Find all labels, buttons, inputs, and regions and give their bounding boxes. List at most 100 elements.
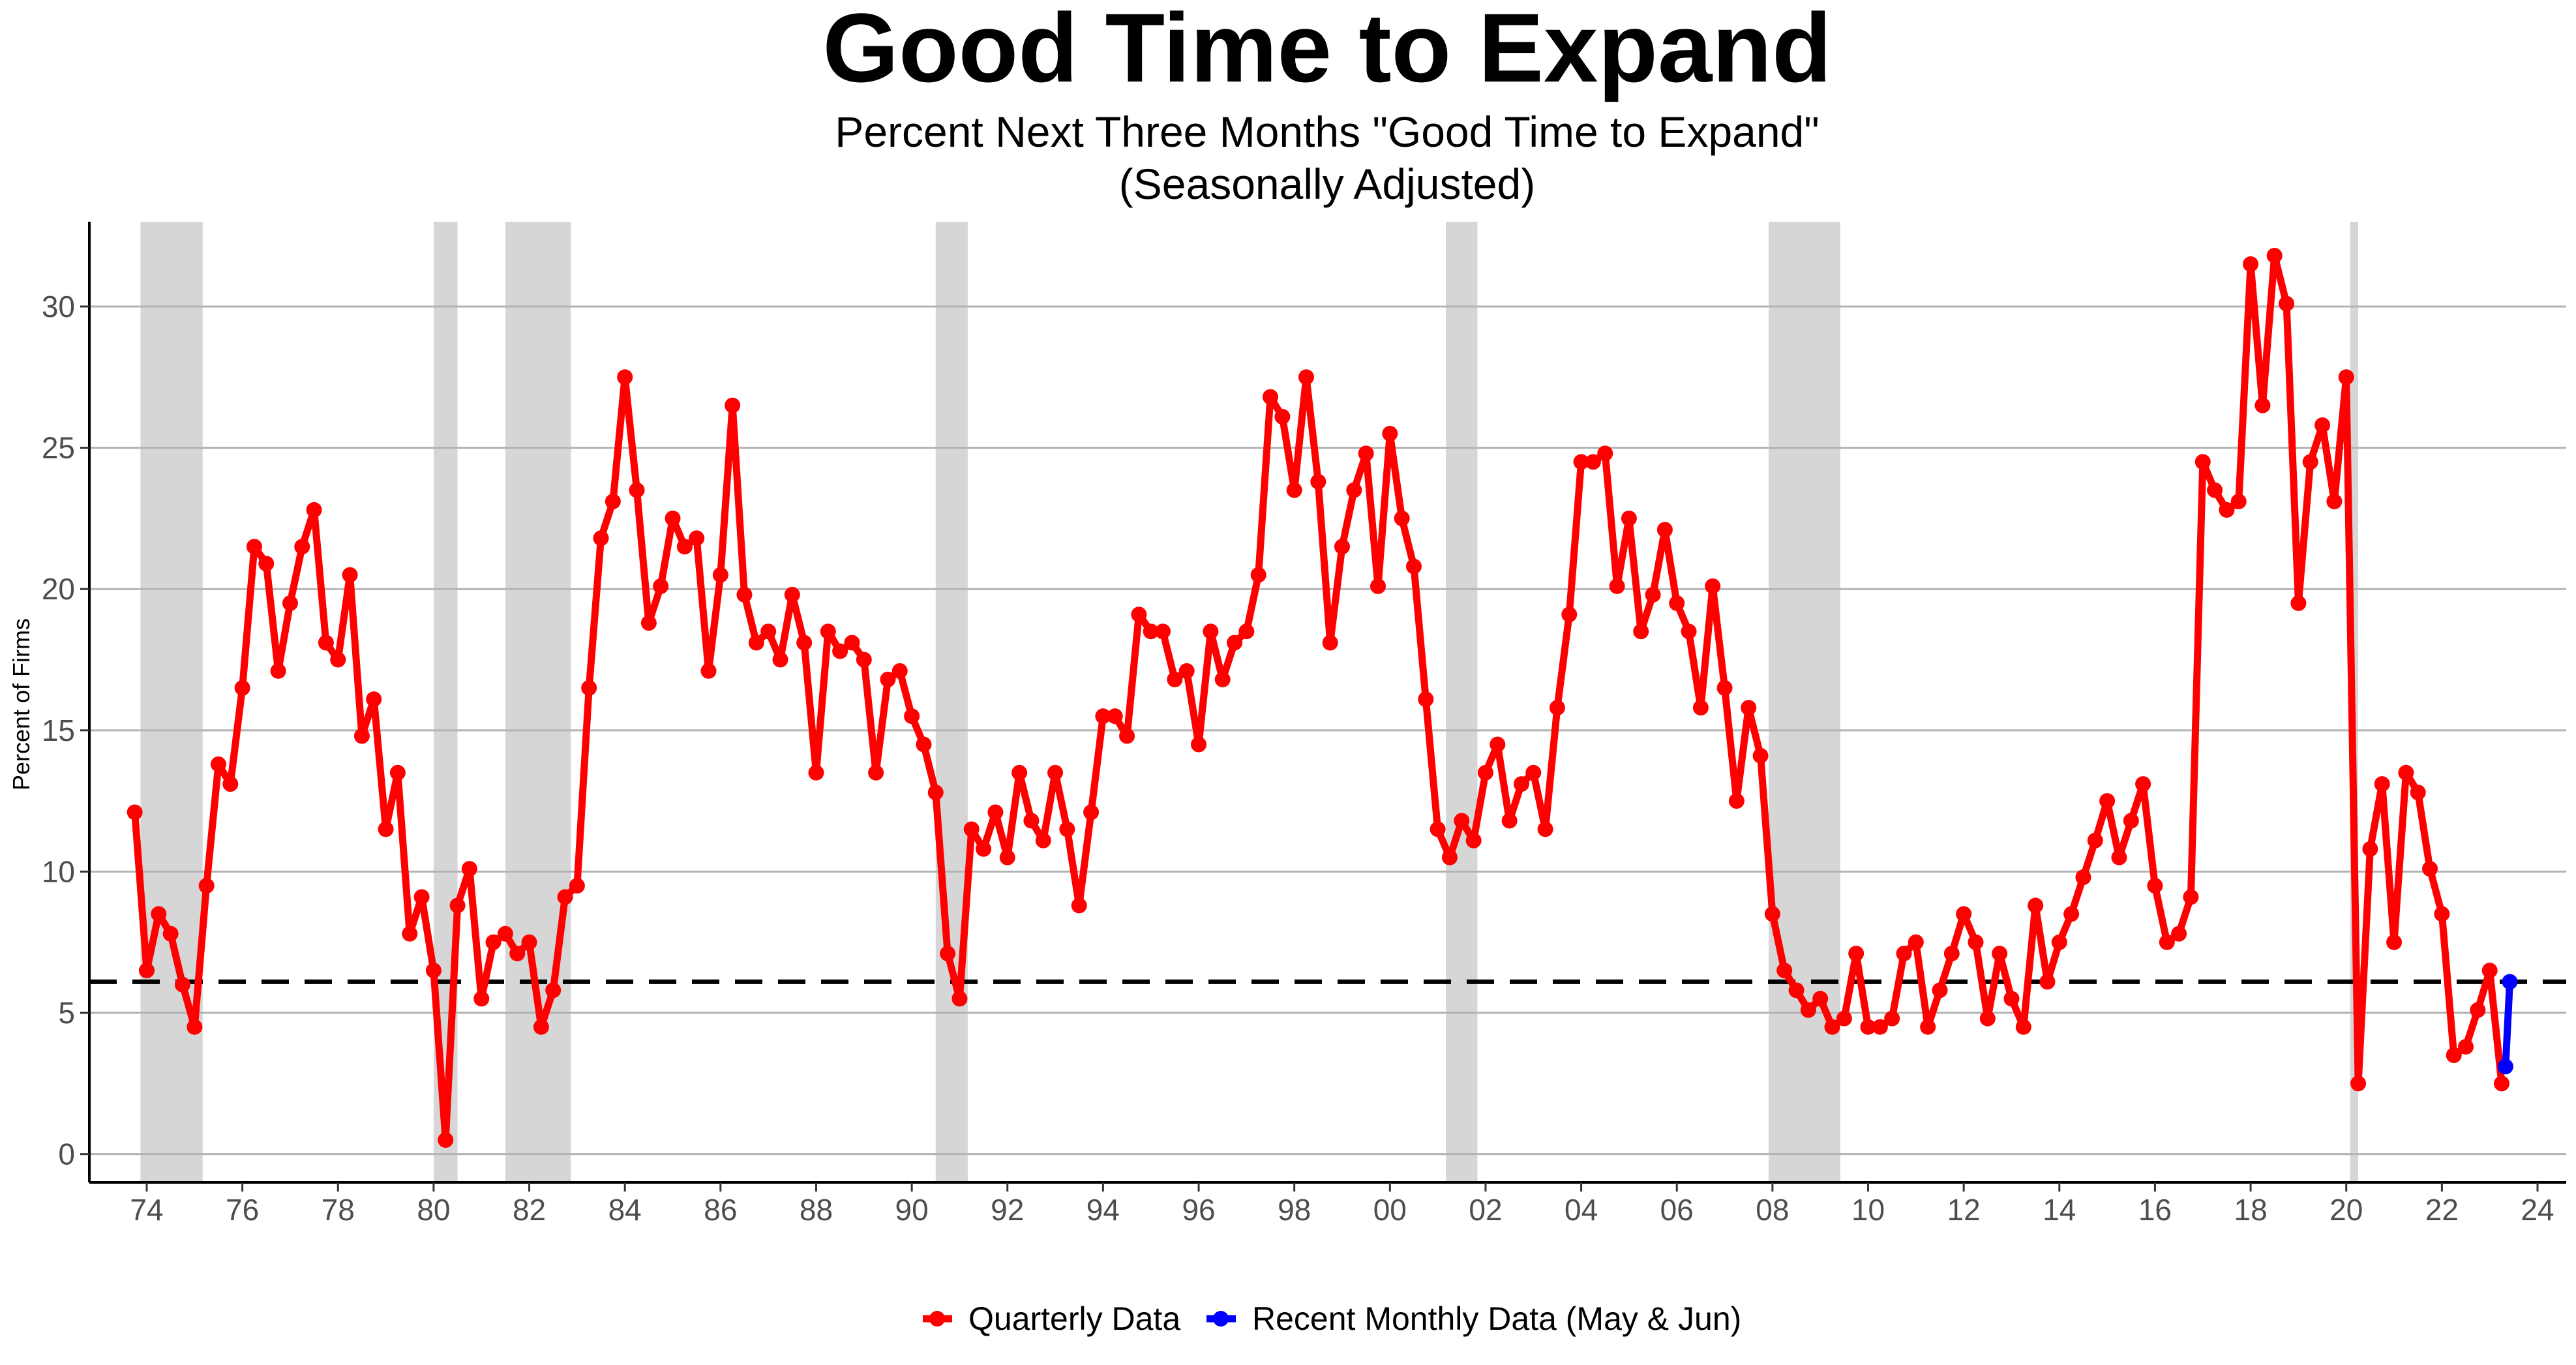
quarterly-point-72 [976, 841, 992, 857]
recession-band-5 [1446, 222, 1478, 1182]
quarterly-point-5 [174, 976, 190, 993]
quarterly-point-60 [832, 643, 848, 659]
quarterly-point-113 [1465, 832, 1482, 848]
quarterly-point-47 [676, 539, 693, 555]
quarterly-point-35 [533, 1019, 549, 1035]
quarterly-point-86 [1143, 623, 1159, 640]
quarterly-point-58 [808, 764, 824, 781]
quarterly-point-141 [1800, 1002, 1816, 1018]
quarterly-point-74 [999, 849, 1015, 865]
quarterly-point-54 [760, 623, 777, 640]
quarterly-point-16 [306, 502, 322, 518]
quarterly-point-32 [497, 925, 513, 942]
quarterly-point-28 [449, 897, 466, 914]
quarterly-point-176 [2219, 502, 2235, 518]
quarterly-point-169 [2135, 776, 2151, 792]
quarterly-point-42 [617, 369, 633, 385]
quarterly-point-20 [353, 728, 370, 744]
y-tick-label-20: 20 [42, 572, 75, 606]
quarterly-point-133 [1705, 578, 1721, 594]
quarterly-point-164 [2075, 869, 2091, 886]
y-tick-label-30: 30 [42, 290, 75, 323]
x-tick-label-94: 94 [1086, 1193, 1120, 1227]
quarterly-point-69 [940, 946, 956, 962]
y-tick-label-5: 5 [58, 996, 75, 1030]
quarterly-point-142 [1812, 991, 1829, 1007]
x-tick-label-12: 12 [1947, 1193, 1981, 1227]
quarterly-point-45 [653, 578, 669, 594]
quarterly-point-171 [2159, 934, 2175, 950]
quarterly-point-78 [1047, 764, 1064, 781]
quarterly-point-191 [2398, 764, 2414, 781]
quarterly-point-53 [748, 635, 764, 651]
quarterly-point-102 [1334, 539, 1350, 555]
quarterly-point-92 [1214, 671, 1231, 687]
quarterly-point-1 [127, 804, 143, 820]
quarterly-point-187 [2350, 1075, 2367, 1092]
legend-label-quarterly: Quarterly Data [968, 1300, 1180, 1337]
quarterly-point-178 [2243, 256, 2259, 272]
quarterly-point-76 [1023, 813, 1040, 829]
quarterly-point-96 [1263, 389, 1279, 405]
chart-subtitle-line1: Percent Next Three Months "Good Time to … [835, 108, 1819, 156]
chart-subtitle-line2: (Seasonally Adjusted) [1119, 160, 1535, 208]
x-tick-label-10: 10 [1851, 1193, 1885, 1227]
quarterly-point-177 [2230, 493, 2247, 509]
quarterly-point-2 [138, 963, 155, 979]
x-tick-label-18: 18 [2234, 1193, 2267, 1227]
quarterly-point-23 [389, 764, 406, 781]
quarterly-point-173 [2183, 889, 2199, 905]
quarterly-point-161 [2039, 974, 2056, 990]
quarterly-point-180 [2266, 247, 2283, 263]
quarterly-point-87 [1155, 623, 1171, 640]
quarterly-point-55 [772, 652, 788, 668]
quarterly-point-110 [1430, 821, 1446, 837]
quarterly-point-160 [2028, 897, 2044, 914]
quarterly-point-163 [2063, 906, 2080, 922]
quarterly-point-79 [1059, 821, 1075, 837]
quarterly-point-126 [1621, 510, 1637, 526]
quarterly-point-82 [1095, 708, 1111, 725]
quarterly-point-144 [1836, 1010, 1852, 1027]
quarterly-point-185 [2326, 493, 2343, 509]
quarterly-point-149 [1896, 946, 1912, 962]
quarterly-point-44 [640, 615, 657, 631]
quarterly-point-195 [2446, 1047, 2462, 1064]
y-tick-label-0: 0 [58, 1137, 75, 1171]
chart-title: Good Time to Expand [822, 0, 1831, 102]
quarterly-point-88 [1167, 671, 1183, 687]
quarterly-point-168 [2123, 813, 2139, 829]
recession-band-4 [935, 222, 968, 1182]
quarterly-point-63 [868, 764, 884, 781]
series-group [127, 247, 2518, 1148]
quarterly-point-26 [425, 963, 442, 979]
quarterly-point-127 [1633, 623, 1649, 640]
quarterly-point-4 [162, 925, 179, 942]
quarterly-point-145 [1848, 946, 1865, 962]
quarterly-point-135 [1728, 793, 1745, 809]
quarterly-point-172 [2171, 925, 2187, 942]
y-tick-label-15: 15 [42, 713, 75, 747]
quarterly-point-116 [1501, 813, 1518, 829]
quarterly-point-179 [2254, 397, 2271, 413]
quarterly-point-123 [1585, 454, 1601, 470]
quarterly-point-31 [485, 934, 502, 950]
quarterly-point-138 [1764, 906, 1780, 922]
quarterly-point-146 [1860, 1019, 1876, 1035]
quarterly-point-128 [1645, 586, 1661, 603]
monthly-point-1 [2497, 1058, 2513, 1075]
recession-bands [140, 222, 2359, 1182]
x-tick-label-86: 86 [704, 1193, 737, 1227]
x-tick-label-06: 06 [1660, 1193, 1694, 1227]
quarterly-point-80 [1071, 897, 1087, 914]
y-axis-title: Percent of Firms [8, 618, 35, 790]
quarterly-point-9 [222, 776, 239, 792]
quarterly-point-181 [2279, 295, 2295, 312]
quarterly-point-34 [521, 934, 537, 950]
quarterly-point-84 [1119, 728, 1135, 744]
quarterly-point-70 [951, 991, 968, 1007]
quarterly-point-99 [1298, 369, 1315, 385]
quarterly-point-130 [1669, 595, 1685, 611]
series-line-quarterly [131, 252, 2506, 1144]
x-tick-label-90: 90 [895, 1193, 929, 1227]
